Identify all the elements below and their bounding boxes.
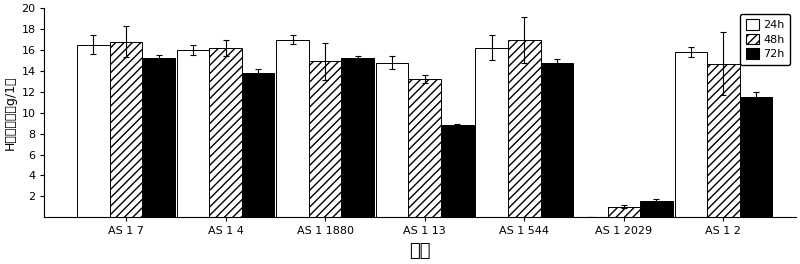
Y-axis label: H糖醇浓度（g/1）: H糖醇浓度（g/1） — [4, 76, 17, 150]
Bar — [740, 97, 772, 217]
Bar — [110, 42, 142, 217]
Bar — [475, 48, 508, 217]
Bar — [210, 48, 242, 217]
Bar — [441, 125, 474, 217]
Bar — [177, 50, 210, 217]
Bar — [541, 63, 573, 217]
Bar — [309, 62, 342, 217]
Legend: 24h, 48h, 72h: 24h, 48h, 72h — [740, 14, 790, 65]
Bar — [376, 63, 408, 217]
Bar — [508, 40, 541, 217]
Bar — [408, 79, 441, 217]
Bar — [142, 58, 175, 217]
Bar — [674, 52, 707, 217]
X-axis label: 菌株: 菌株 — [410, 242, 431, 260]
Bar — [640, 201, 673, 217]
Bar — [607, 207, 640, 217]
Bar — [276, 40, 309, 217]
Bar — [77, 45, 110, 217]
Bar — [342, 58, 374, 217]
Bar — [707, 64, 740, 217]
Bar — [242, 73, 274, 217]
